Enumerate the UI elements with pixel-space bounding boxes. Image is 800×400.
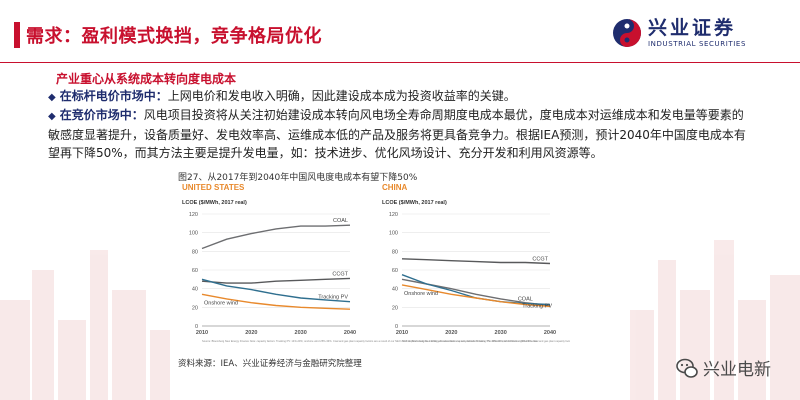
bullet-item: ◆ 在标杆电价市场中：上网电价和发电收入明确，因此建设成本成为投资收益率的关键。 bbox=[48, 87, 748, 107]
y-tick-label: 40 bbox=[392, 287, 398, 293]
x-tick-label: 2030 bbox=[495, 330, 507, 336]
logo-emblem-icon bbox=[613, 19, 641, 47]
company-logo: 兴业证券 INDUSTRIAL SECURITIES bbox=[612, 18, 746, 48]
logo-name-cn: 兴业证券 bbox=[648, 17, 737, 39]
x-tick-label: 2010 bbox=[196, 330, 208, 336]
series-label: CCGT bbox=[332, 271, 348, 277]
chart-title: UNITED STATES bbox=[182, 183, 245, 192]
chart-footnote: Source: Bloomberg New Energy Finance Not… bbox=[202, 339, 538, 343]
bullet-text: 上网电价和发电收入明确，因此建设成本成为投资收益率的关键。 bbox=[167, 89, 516, 103]
series-label: Tracking PV bbox=[522, 304, 552, 310]
series-line bbox=[201, 277, 351, 284]
watermark: 兴业电新 bbox=[676, 355, 771, 380]
x-tick-label: 2040 bbox=[344, 330, 356, 336]
x-tick-label: 2020 bbox=[245, 330, 257, 336]
y-tick-label: 120 bbox=[189, 212, 198, 218]
x-tick-label: 2040 bbox=[544, 330, 556, 336]
logo-name-en: INDUSTRIAL SECURITIES bbox=[648, 40, 746, 48]
slide-title: 需求：盈利模式换挡，竞争格局优化 bbox=[26, 26, 322, 47]
chart-footnote: Source: Bloomberg New Energy Finance Not… bbox=[402, 339, 570, 343]
bullet-item: ◆ 在竞价市场中：风电项目投资将从关注初始建设成本转向风电场全寿命周期度电成本最优… bbox=[48, 106, 748, 162]
y-tick-label: 0 bbox=[395, 324, 398, 330]
watermark-text: 兴业电新 bbox=[703, 360, 771, 380]
y-tick-label: 20 bbox=[192, 305, 198, 311]
x-tick-label: 2030 bbox=[295, 330, 307, 336]
y-tick-label: 0 bbox=[195, 324, 198, 330]
chart-title: CHINA bbox=[382, 183, 408, 192]
series-line bbox=[401, 284, 551, 308]
y-tick-label: 120 bbox=[389, 212, 398, 218]
y-tick-label: 100 bbox=[189, 231, 198, 237]
bullet-lead: 在竞价市场中： bbox=[59, 108, 144, 122]
y-tick-label: 80 bbox=[192, 249, 198, 255]
chat-bubble-icon bbox=[676, 358, 698, 378]
y-tick-label: 40 bbox=[192, 287, 198, 293]
series-line bbox=[201, 293, 351, 310]
diamond-bullet-icon: ◆ bbox=[48, 111, 56, 122]
x-tick-label: 2020 bbox=[445, 330, 457, 336]
series-line bbox=[201, 278, 351, 303]
chart-ylabel: LCOE ($/MWh, 2017 real) bbox=[382, 200, 447, 206]
chart-ylabel: LCOE ($/MWh, 2017 real) bbox=[182, 200, 247, 206]
x-tick-label: 2010 bbox=[396, 330, 408, 336]
bullet-lead: 在标杆电价市场中： bbox=[59, 89, 168, 103]
series-label: Onshore wind bbox=[204, 300, 238, 306]
series-label: COAL bbox=[333, 218, 348, 224]
y-tick-label: 100 bbox=[389, 231, 398, 237]
figure-caption: 图27、从2017年到2040年中国风电度电成本有望下降50% bbox=[178, 173, 418, 183]
title-accent-bar bbox=[14, 22, 20, 48]
series-label: Onshore wind bbox=[404, 291, 438, 297]
section-subheading: 产业重心从系统成本转向度电成本 bbox=[56, 72, 237, 86]
series-label: Tracking PV bbox=[318, 295, 348, 301]
y-tick-label: 60 bbox=[192, 268, 198, 274]
bullet-text: 风电项目投资将从关注初始建设成本转向风电场全寿命周期度电成本最优，度电成本对运维… bbox=[48, 108, 746, 160]
y-tick-label: 20 bbox=[392, 305, 398, 311]
header-bar bbox=[0, 0, 800, 62]
header-divider bbox=[0, 62, 800, 63]
y-tick-label: 60 bbox=[392, 268, 398, 274]
y-tick-label: 80 bbox=[392, 249, 398, 255]
slide-title-block: 需求：盈利模式换挡，竞争格局优化 bbox=[14, 22, 322, 48]
series-label: COAL bbox=[518, 297, 533, 303]
series-label: CCGT bbox=[532, 256, 548, 262]
series-line bbox=[401, 258, 551, 265]
figure-source: 资料来源：IEA、兴业证券经济与金融研究院整理 bbox=[178, 359, 362, 369]
series-line bbox=[201, 224, 351, 250]
diamond-bullet-icon: ◆ bbox=[48, 92, 56, 103]
